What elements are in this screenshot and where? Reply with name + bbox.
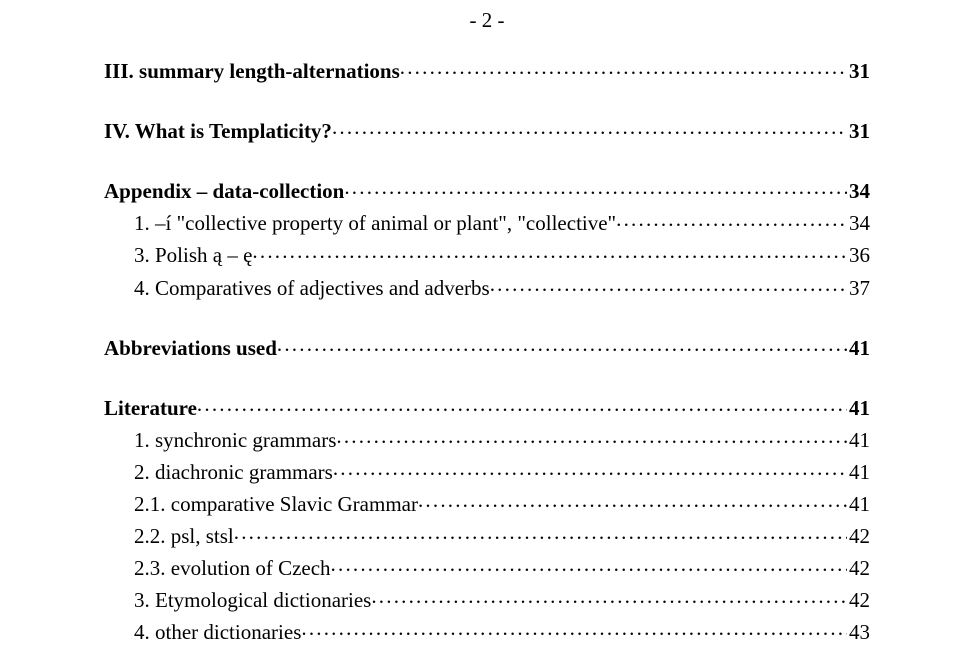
page: - 2 - III. summary length-alternations 31… bbox=[0, 0, 960, 643]
toc-entry-label: 2. diachronic grammars bbox=[134, 462, 333, 483]
toc-spacer bbox=[104, 364, 870, 392]
toc-entry-label: 4. Comparatives of adjectives and adverb… bbox=[134, 278, 490, 299]
toc-entry: 4. other dictionaries 43 bbox=[104, 616, 870, 643]
toc-entry-page: 36 bbox=[847, 245, 870, 266]
toc-leader-dots bbox=[331, 552, 847, 575]
toc-leader-dots bbox=[333, 456, 847, 479]
toc-leader-dots bbox=[252, 239, 847, 262]
toc-entry: Literature 41 bbox=[104, 392, 870, 419]
toc-leader-dots bbox=[344, 175, 847, 198]
toc-entry: 3. Polish ą – ę 36 bbox=[104, 239, 870, 266]
toc-entry-page: 31 bbox=[847, 61, 870, 82]
toc-entry-label: 2.2. psl, stsl bbox=[134, 526, 234, 547]
toc-leader-dots bbox=[371, 584, 847, 607]
toc-leader-dots bbox=[301, 616, 847, 639]
toc-leader-dots bbox=[418, 488, 847, 511]
toc-entry: 1. synchronic grammars 41 bbox=[104, 424, 870, 451]
table-of-contents: III. summary length-alternations31IV. Wh… bbox=[104, 55, 870, 643]
toc-entry: 3. Etymological dictionaries 42 bbox=[104, 584, 870, 611]
toc-spacer bbox=[104, 87, 870, 115]
toc-entry-label: 2.3. evolution of Czech bbox=[134, 558, 331, 579]
toc-entry-page: 43 bbox=[847, 622, 870, 643]
toc-entry-page: 41 bbox=[847, 462, 870, 483]
toc-entry-page: 41 bbox=[847, 398, 870, 419]
toc-leader-dots bbox=[336, 424, 847, 447]
toc-entry-label: 1. –í "collective property of animal or … bbox=[134, 213, 616, 234]
toc-entry: 2.3. evolution of Czech 42 bbox=[104, 552, 870, 579]
toc-entry: 2. diachronic grammars 41 bbox=[104, 456, 870, 483]
toc-entry-label: 1. synchronic grammars bbox=[134, 430, 336, 451]
toc-entry: Abbreviations used 41 bbox=[104, 332, 870, 359]
toc-entry-page: 41 bbox=[847, 430, 870, 451]
toc-entry-label: IV. What is Templaticity? bbox=[104, 121, 332, 142]
page-number: - 2 - bbox=[104, 8, 870, 33]
toc-entry-page: 37 bbox=[847, 278, 870, 299]
toc-entry: III. summary length-alternations 31 bbox=[104, 55, 870, 82]
toc-entry-label: 3. Etymological dictionaries bbox=[134, 590, 371, 611]
toc-entry: 4. Comparatives of adjectives and adverb… bbox=[104, 271, 870, 298]
toc-entry-label: 2.1. comparative Slavic Grammar bbox=[134, 494, 418, 515]
toc-leader-dots bbox=[332, 115, 847, 138]
toc-entry-page: 42 bbox=[847, 590, 870, 611]
toc-entry-page: 31 bbox=[847, 121, 870, 142]
toc-entry-label: III. summary length-alternations bbox=[104, 61, 400, 82]
toc-entry-page: 41 bbox=[847, 494, 870, 515]
toc-entry-label: Literature bbox=[104, 398, 197, 419]
toc-spacer bbox=[104, 147, 870, 175]
toc-entry-label: Abbreviations used bbox=[104, 338, 277, 359]
toc-entry-page: 42 bbox=[847, 526, 870, 547]
toc-entry-label: 4. other dictionaries bbox=[134, 622, 301, 643]
toc-spacer bbox=[104, 304, 870, 332]
toc-entry-label: 3. Polish ą – ę bbox=[134, 245, 252, 266]
toc-entry: 2.2. psl, stsl 42 bbox=[104, 520, 870, 547]
toc-leader-dots bbox=[616, 207, 847, 230]
toc-entry-page: 34 bbox=[847, 181, 870, 202]
toc-leader-dots bbox=[277, 332, 847, 355]
toc-entry-page: 34 bbox=[847, 213, 870, 234]
toc-leader-dots bbox=[400, 55, 847, 78]
toc-entry-label: Appendix – data-collection bbox=[104, 181, 344, 202]
toc-leader-dots bbox=[197, 392, 847, 415]
toc-leader-dots bbox=[234, 520, 847, 543]
toc-entry-page: 42 bbox=[847, 558, 870, 579]
toc-entry-page: 41 bbox=[847, 338, 870, 359]
toc-entry: Appendix – data-collection 34 bbox=[104, 175, 870, 202]
toc-leader-dots bbox=[490, 271, 847, 294]
toc-entry: 2.1. comparative Slavic Grammar 41 bbox=[104, 488, 870, 515]
toc-entry: IV. What is Templaticity? 31 bbox=[104, 115, 870, 142]
toc-entry: 1. –í "collective property of animal or … bbox=[104, 207, 870, 234]
